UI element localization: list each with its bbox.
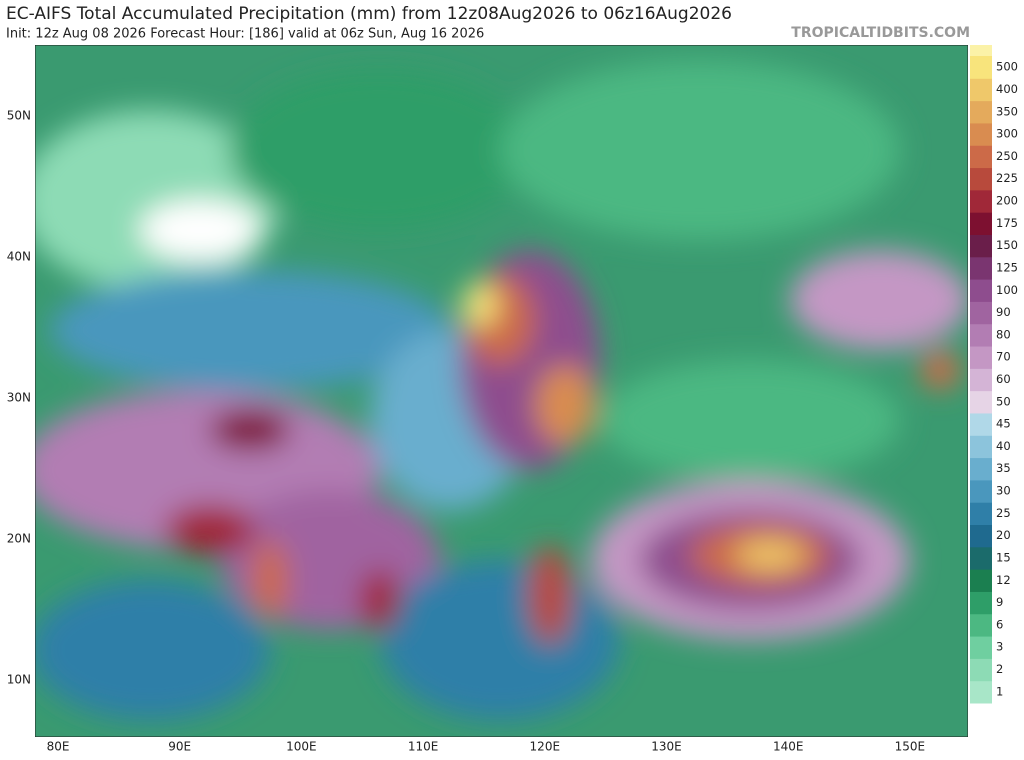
colorbar-label: 50 — [996, 394, 1011, 408]
colorbar-segment — [970, 256, 992, 280]
lat-label: 40N — [7, 250, 31, 264]
lat-label: 30N — [7, 391, 31, 405]
lon-label: 120E — [530, 740, 561, 754]
colorbar-label: 125 — [996, 260, 1018, 274]
map — [35, 45, 968, 737]
lon-label: 130E — [651, 740, 682, 754]
colorbar-segment — [970, 435, 992, 459]
colorbar-label: 100 — [996, 283, 1018, 297]
colorbar-label: 250 — [996, 149, 1018, 163]
colorbar-segment — [970, 524, 992, 548]
colorbar-segment — [970, 457, 992, 481]
colorbar-segment — [970, 390, 992, 414]
colorbar-segment — [970, 145, 992, 169]
colorbar-segment — [970, 323, 992, 347]
lon-label: 110E — [408, 740, 439, 754]
colorbar-label: 40 — [996, 439, 1011, 453]
colorbar-segment — [970, 122, 992, 146]
colorbar-label: 1 — [996, 684, 1003, 698]
lon-label: 100E — [286, 740, 317, 754]
colorbar-label: 175 — [996, 216, 1018, 230]
colorbar-label: 6 — [996, 617, 1003, 631]
colorbar-label: 225 — [996, 171, 1018, 185]
colorbar-label: 9 — [996, 595, 1003, 609]
colorbar-segment — [970, 502, 992, 526]
colorbar-segment — [970, 234, 992, 258]
colorbar-segment — [970, 479, 992, 503]
colorbar-label: 400 — [996, 82, 1018, 96]
subtitle: Init: 12z Aug 08 2026 Forecast Hour: [18… — [6, 27, 484, 42]
colorbar-segment — [970, 368, 992, 392]
colorbar-label: 150 — [996, 238, 1018, 252]
colorbar-label: 80 — [996, 327, 1011, 341]
colorbar-label: 12 — [996, 573, 1011, 587]
colorbar-segment — [970, 279, 992, 302]
colorbar: 1236912152025303540455060708090100125150… — [970, 45, 1018, 704]
colorbar-segment — [970, 569, 992, 592]
colorbar-segment — [970, 412, 992, 436]
colorbar-label: 25 — [996, 506, 1011, 520]
lat-label: 20N — [7, 532, 31, 546]
colorbar-label: 300 — [996, 127, 1018, 141]
colorbar-label: 200 — [996, 194, 1018, 208]
title: EC-AIFS Total Accumulated Precipitation … — [6, 4, 732, 24]
colorbar-label: 2 — [996, 662, 1003, 676]
colorbar-label: 20 — [996, 528, 1011, 542]
colorbar-segment — [970, 636, 992, 659]
colorbar-segment — [970, 658, 992, 682]
colorbar-segment — [970, 346, 992, 369]
colorbar-label: 90 — [996, 305, 1011, 319]
lat-label: 10N — [7, 673, 31, 687]
colorbar-label: 30 — [996, 484, 1011, 498]
colorbar-segment — [970, 56, 992, 79]
lat-labels: 50N 40N 30N 20N 10N — [7, 109, 31, 687]
colorbar-top — [970, 45, 992, 56]
colorbar-segment — [970, 301, 992, 325]
colorbar-segment — [970, 167, 992, 191]
colorbar-label: 60 — [996, 372, 1011, 386]
colorbar-label: 3 — [996, 640, 1003, 654]
colorbar-segment — [970, 212, 992, 235]
colorbar-segment — [970, 680, 992, 704]
colorbar-segment — [970, 591, 992, 615]
lon-label: 80E — [47, 740, 70, 754]
colorbar-label: 45 — [996, 417, 1011, 431]
colorbar-segment — [970, 613, 992, 637]
colorbar-label: 350 — [996, 104, 1018, 118]
lon-labels: 80E 90E 100E 110E 120E 130E 140E 150E — [47, 740, 926, 754]
colorbar-segment — [970, 189, 992, 213]
colorbar-label: 70 — [996, 350, 1011, 364]
colorbar-segment — [970, 100, 992, 124]
colorbar-segment — [970, 546, 992, 570]
lon-label: 140E — [773, 740, 804, 754]
lat-label: 50N — [7, 109, 31, 123]
colorbar-label: 15 — [996, 550, 1011, 564]
lon-label: 150E — [895, 740, 926, 754]
colorbar-label: 500 — [996, 60, 1018, 74]
colorbar-segment — [970, 78, 992, 102]
watermark: TROPICALTIDBITS.COM — [791, 25, 970, 41]
lon-label: 90E — [168, 740, 191, 754]
colorbar-label: 35 — [996, 461, 1011, 475]
